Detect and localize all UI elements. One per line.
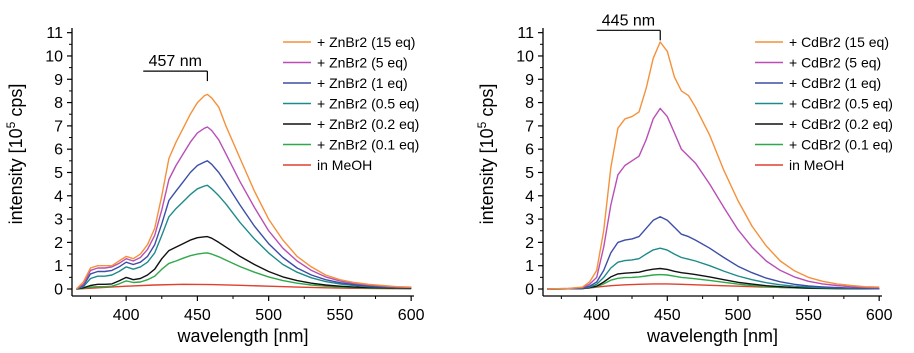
y-tick-label: 11 — [46, 25, 63, 42]
series-line-1 — [75, 126, 412, 290]
annotation-label: 445 nm — [602, 12, 655, 29]
x-tick-label: 600 — [866, 307, 893, 324]
y-tick-label: 3 — [54, 212, 63, 229]
y-tick-label: 6 — [54, 142, 63, 159]
y-tick-label: 3 — [525, 212, 534, 229]
y-tick-label: 9 — [525, 72, 534, 89]
y-axis-title: intensity [105 cps] — [475, 84, 497, 225]
legend-label-4: + ZnBr2 (0.2 eq) — [317, 116, 419, 132]
series-line-3 — [547, 247, 880, 290]
legend-label-2: + CdBr2 (1 eq) — [789, 75, 881, 91]
legend-label-3: + ZnBr2 (0.5 eq) — [317, 96, 419, 112]
y-tick-label: 10 — [45, 48, 63, 65]
legend-label-6: in MeOH — [789, 157, 844, 173]
y-tick-label: 8 — [525, 95, 534, 112]
series-line-1 — [547, 107, 880, 290]
series-line-2 — [75, 160, 412, 290]
y-axis-title-prefix: intensity [10 — [477, 128, 497, 224]
legend-label-0: + ZnBr2 (15 eq) — [317, 34, 415, 50]
legend-label-5: + ZnBr2 (0.1 eq) — [317, 137, 419, 153]
y-tick-label: 2 — [54, 235, 63, 252]
legend-label-5: + CdBr2 (0.1 eq) — [789, 137, 893, 153]
y-axis-title-exponent: 5 — [4, 121, 18, 128]
legend-label-1: + CdBr2 (5 eq) — [789, 55, 881, 71]
y-tick-label: 4 — [54, 188, 63, 205]
x-tick-label: 550 — [327, 307, 354, 324]
series-line-0 — [547, 41, 880, 290]
y-tick-label: 5 — [525, 165, 534, 182]
series-line-4 — [547, 267, 880, 290]
y-tick-label: 2 — [525, 235, 534, 252]
y-tick-label: 7 — [54, 118, 63, 135]
series-line-0 — [75, 93, 412, 290]
y-tick-label: 4 — [525, 188, 534, 205]
x-tick-label: 600 — [398, 307, 425, 324]
series-line-2 — [547, 216, 880, 290]
y-axis-title-exponent: 5 — [475, 121, 489, 128]
legend-label-2: + ZnBr2 (1 eq) — [317, 75, 408, 91]
legend-label-4: + CdBr2 (0.2 eq) — [789, 116, 893, 132]
y-tick-label: 1 — [525, 258, 534, 275]
y-tick-label: 6 — [525, 142, 534, 159]
y-tick-label: 7 — [525, 118, 534, 135]
series-line-4 — [76, 235, 412, 290]
y-tick-label: 5 — [54, 165, 63, 182]
x-tick-label: 500 — [255, 307, 282, 324]
x-tick-label: 400 — [583, 307, 610, 324]
y-tick-label: 0 — [54, 282, 63, 299]
y-tick-label: 9 — [54, 72, 63, 89]
y-tick-label: 10 — [516, 48, 534, 65]
x-tick-label: 450 — [654, 307, 681, 324]
x-axis-title: wavelength [nm] — [646, 326, 778, 346]
annotation-label: 457 nm — [149, 53, 202, 70]
chart-panel-znbr2: 0 1 2 3 4 5 6 7 8 9 10 11 400 450 500 550 600 wavelength … — [4, 25, 425, 346]
y-axis-title-suffix: cps] — [477, 84, 497, 122]
legend-label-6: in MeOH — [317, 157, 372, 173]
x-tick-label: 400 — [113, 307, 140, 324]
y-axis-title-prefix: intensity [10 — [6, 128, 26, 224]
legend-label-1: + ZnBr2 (5 eq) — [317, 55, 408, 71]
y-axis-title: intensity [105 cps] — [4, 84, 26, 225]
y-tick-label: 11 — [517, 25, 534, 42]
y-tick-label: 0 — [525, 282, 534, 299]
x-tick-label: 450 — [184, 307, 211, 324]
y-tick-label: 1 — [54, 258, 63, 275]
y-axis-title-suffix: cps] — [6, 84, 26, 122]
x-tick-label: 500 — [725, 307, 752, 324]
legend-label-3: + CdBr2 (0.5 eq) — [789, 96, 893, 112]
x-tick-label: 550 — [795, 307, 822, 324]
series-line-5 — [76, 252, 412, 290]
legend-label-0: + CdBr2 (15 eq) — [789, 34, 889, 50]
series-line-3 — [76, 184, 412, 290]
chart-panel-cdbr2: 0 1 2 3 4 5 6 7 8 9 10 11 400 450 500 550 600 wavelength … — [475, 12, 893, 346]
x-axis-title: wavelength [nm] — [176, 326, 308, 346]
y-tick-label: 8 — [54, 95, 63, 112]
